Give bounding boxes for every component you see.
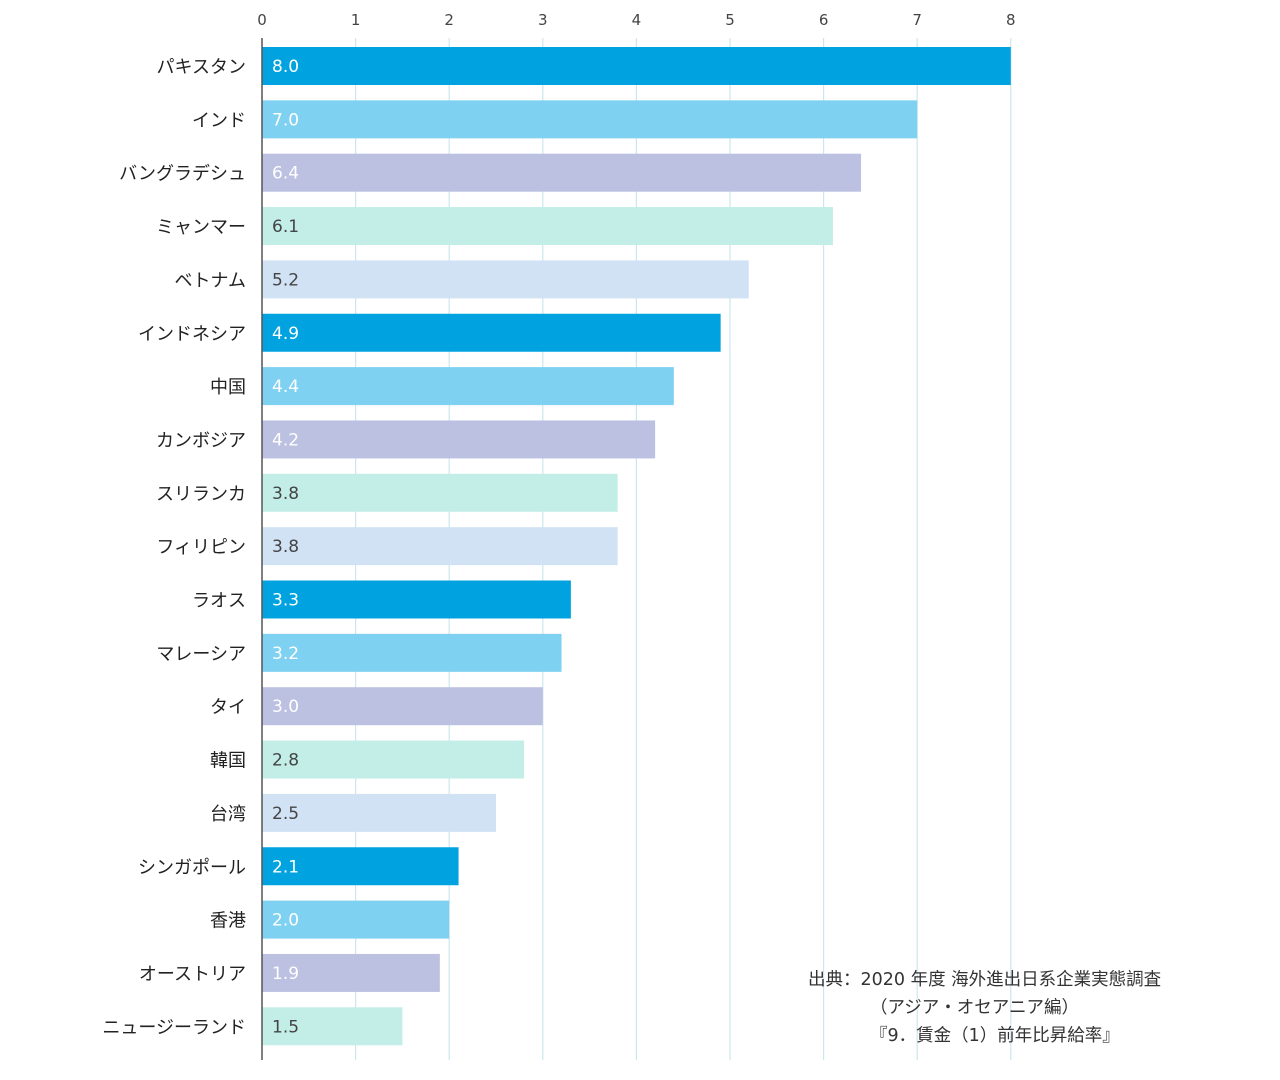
category-label: ニュージーランド (102, 1017, 246, 1038)
bar-value-label: 3.0 (272, 697, 299, 717)
bar (262, 207, 833, 246)
bar-value-label: 4.9 (272, 324, 299, 344)
category-label: 韓国 (210, 751, 246, 772)
x-tick-label: 6 (819, 11, 829, 29)
bar-value-label: 2.5 (272, 804, 299, 824)
bar (262, 793, 496, 832)
bar-value-label: 3.8 (272, 484, 299, 504)
x-tick-label: 7 (912, 11, 922, 29)
category-label: 中国 (210, 377, 246, 398)
bar (262, 367, 674, 406)
bar-value-label: 1.9 (272, 964, 299, 984)
bar (262, 847, 459, 886)
bar (262, 953, 440, 992)
x-tick-label: 3 (538, 11, 548, 29)
bar (262, 1007, 403, 1046)
category-label: インドネシア (138, 324, 246, 345)
category-label: インド (192, 110, 246, 131)
bar (262, 420, 656, 459)
bar-value-label: 6.4 (272, 164, 299, 184)
bar (262, 100, 918, 139)
bar-value-label: 7.0 (272, 110, 299, 130)
category-label: マレーシア (156, 644, 246, 665)
bar-value-label: 6.1 (272, 217, 299, 237)
bar-value-label: 5.2 (272, 270, 299, 290)
category-labels: パキスタンインドバングラデシュミャンマーベトナムインドネシア中国カンボジアスリラ… (102, 57, 246, 1038)
category-label: パキスタン (157, 57, 246, 78)
bar (262, 527, 618, 566)
source-line-3: 『9．賃金（1）前年比昇給率』 (870, 1026, 1120, 1046)
bar-value-label: 1.5 (272, 1017, 299, 1037)
bar-value-label: 3.3 (272, 591, 299, 611)
category-label: ミャンマー (156, 217, 246, 238)
bar (262, 153, 862, 192)
x-tick-labels: 0 1 2 3 4 5 6 7 8 (257, 11, 1015, 29)
bar (262, 47, 1011, 85)
bar (262, 900, 450, 939)
category-label: バングラデシュ (119, 164, 246, 185)
x-tick-label: 0 (257, 11, 267, 29)
category-label: カンボジア (156, 430, 246, 451)
category-label: 香港 (210, 911, 246, 932)
category-label: スリランカ (156, 484, 246, 505)
category-label: フィリピン (156, 537, 246, 558)
x-tick-label: 8 (1006, 11, 1016, 29)
source-line-1: 出典：2020 年度 海外進出日系企業実態調査 (808, 970, 1162, 990)
bar-value-label: 2.8 (272, 751, 299, 771)
category-label: オーストリア (139, 964, 246, 985)
value-labels: 8.0 7.0 6.4 6.1 5.2 4.9 4.4 4.2 3.8 3.8 3.3 3.2 3.0 2… (272, 57, 299, 1037)
x-tick-label: 5 (725, 11, 735, 29)
x-tick-label: 4 (632, 11, 642, 29)
bar-value-label: 2.1 (272, 857, 299, 877)
bar (262, 633, 562, 672)
source-note: 出典：2020 年度 海外進出日系企業実態調査 （アジア・オセアニア編） 『9．… (808, 966, 1161, 1050)
bar-value-label: 4.2 (272, 430, 299, 450)
bar (262, 740, 525, 779)
x-tick-label: 2 (444, 11, 454, 29)
category-label: シンガポール (138, 857, 246, 878)
bar (262, 687, 543, 726)
category-label: ベトナム (175, 270, 246, 291)
category-label: タイ (210, 697, 246, 718)
bar (262, 260, 749, 299)
bar-value-label: 8.0 (272, 57, 299, 77)
bars (262, 47, 1011, 1046)
bar (262, 580, 571, 619)
source-line-2: （アジア・オセアニア編） (870, 998, 1079, 1018)
x-tick-label: 1 (351, 11, 361, 29)
category-label: ラオス (192, 591, 246, 612)
bar (262, 313, 721, 352)
category-label: 台湾 (210, 804, 246, 825)
bar-value-label: 3.2 (272, 644, 299, 664)
bar-value-label: 3.8 (272, 537, 299, 557)
bar-value-label: 4.4 (272, 377, 299, 397)
bar (262, 473, 618, 512)
bar-value-label: 2.0 (272, 911, 299, 931)
